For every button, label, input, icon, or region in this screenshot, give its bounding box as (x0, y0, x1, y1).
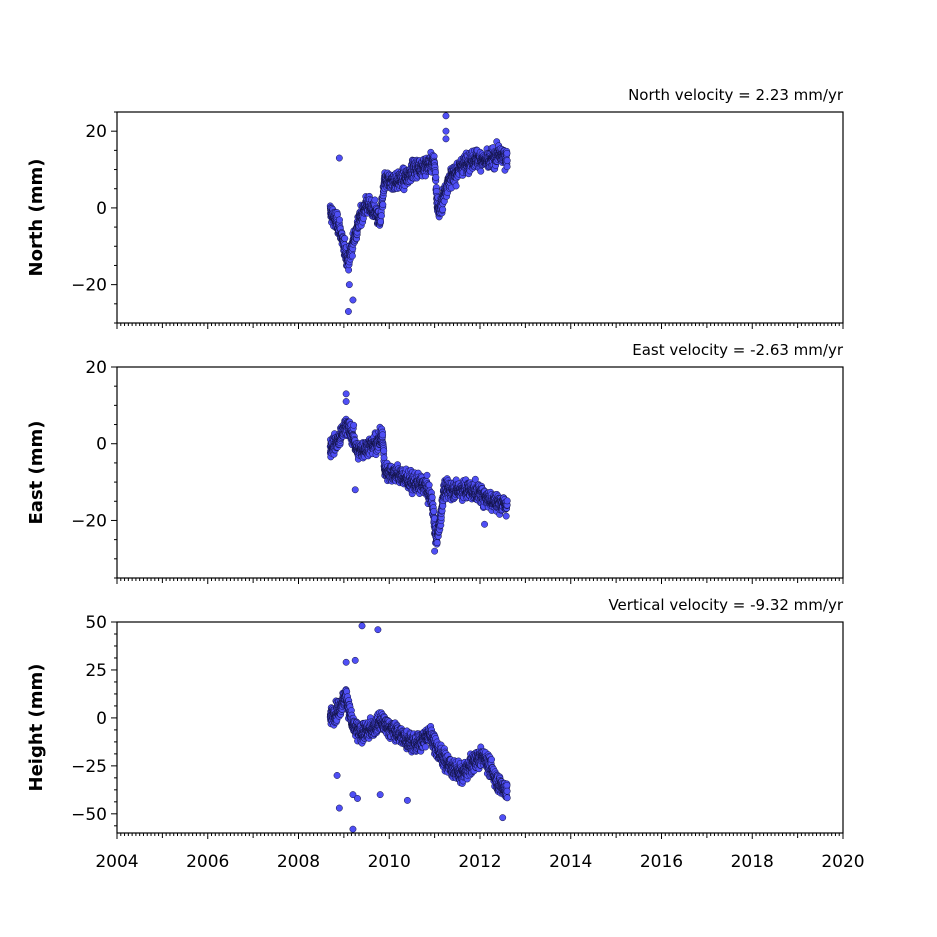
north-y-tick-label: −20 (71, 276, 107, 296)
height-y-tick-label: 0 (96, 709, 107, 729)
height-outlier-point (374, 626, 382, 634)
north-outlier-point (349, 296, 357, 304)
east-axis-label: East (mm) (26, 421, 47, 525)
east-outlier-point (431, 547, 439, 555)
x-tick-label: 2012 (458, 852, 501, 872)
height-data-point (503, 787, 511, 795)
east-data-point (502, 512, 510, 520)
east-y-tick-label: −20 (71, 511, 107, 531)
east-velocity-title: East velocity = -2.63 mm/yr (632, 341, 844, 359)
north-outlier-point (442, 127, 450, 135)
east-data-point (503, 497, 511, 505)
east-panel: East velocity = -2.63 mm/yr East (mm) −20 0… (26, 341, 844, 584)
height-outlier-point (351, 656, 359, 664)
height-points (326, 622, 511, 833)
height-outlier-point (349, 825, 357, 833)
north-outlier-point (442, 112, 450, 120)
x-tick-label: 2016 (640, 852, 683, 872)
north-data-point (378, 212, 385, 220)
north-y-tick-label: 20 (85, 122, 107, 142)
north-plot-frame (116, 111, 844, 324)
north-velocity-title: North velocity = 2.23 mm/yr (628, 86, 844, 104)
north-data-point (336, 216, 343, 224)
height-data-point (503, 794, 511, 802)
east-data-point (423, 471, 431, 479)
x-tick-label: 2018 (731, 852, 774, 872)
height-data-point (503, 781, 511, 789)
east-data-point (379, 431, 387, 439)
north-data-point (341, 235, 349, 242)
north-data-point (371, 196, 379, 204)
north-outlier-point (442, 135, 450, 143)
east-data-point (433, 539, 441, 547)
height-axis-label: Height (mm) (26, 664, 47, 792)
east-outlier-point (481, 520, 488, 528)
east-outlier-point (342, 390, 350, 398)
height-data-point (488, 756, 495, 764)
height-outlier-point (499, 814, 507, 822)
north-panel: North velocity = 2.23 mm/yr North (mm) −20… (26, 86, 844, 329)
east-y-tick-label: 20 (85, 358, 107, 378)
height-outlier-point (358, 622, 366, 630)
north-outlier-point (344, 308, 352, 315)
north-data-point (452, 182, 460, 190)
north-outlier-point (335, 154, 343, 162)
north-data-point (377, 218, 385, 226)
east-data-point (380, 447, 388, 455)
east-y-tick-label: 0 (96, 435, 107, 455)
height-panel: Vertical velocity = -9.32 mm/yr Height (m… (26, 596, 865, 872)
north-data-point (432, 173, 440, 181)
height-outlier-point (342, 658, 350, 666)
east-points (326, 390, 511, 555)
height-y-tick-label: −50 (71, 805, 107, 825)
north-data-point (503, 163, 511, 171)
east-data-point (428, 493, 436, 501)
north-data-point (503, 157, 511, 165)
x-tick-label: 2008 (277, 852, 320, 872)
height-outlier-point (354, 795, 361, 802)
x-tick-label: 2006 (186, 852, 229, 872)
north-data-point (503, 149, 511, 157)
north-data-point (379, 201, 387, 209)
height-outlier-point (376, 791, 384, 799)
north-outlier-point (345, 281, 353, 289)
north-y-tick-label: 0 (96, 199, 107, 219)
height-outlier-point (403, 796, 411, 804)
x-tick-label: 2004 (95, 852, 138, 872)
x-tick-label: 2020 (821, 852, 864, 872)
height-plot-frame (116, 621, 844, 834)
east-data-point (350, 421, 358, 429)
east-plot-frame (116, 366, 844, 579)
east-outlier-point (351, 486, 359, 494)
east-data-point (425, 481, 433, 489)
height-data-point (422, 743, 429, 751)
x-tick-label: 2010 (368, 852, 411, 872)
north-data-point (439, 206, 447, 213)
height-y-tick-label: 50 (85, 613, 107, 633)
height-outlier-point (333, 772, 341, 779)
north-data-point (477, 167, 485, 175)
north-axis-label: North (mm) (26, 159, 47, 277)
x-tick-label: 2014 (549, 852, 592, 872)
north-points (326, 112, 511, 315)
height-y-tick-label: −25 (71, 757, 107, 777)
east-data-point (471, 475, 479, 483)
height-outlier-point (335, 804, 343, 812)
height-y-tick-label: 25 (85, 661, 107, 681)
height-velocity-title: Vertical velocity = -9.32 mm/yr (608, 596, 843, 614)
east-outlier-point (342, 398, 350, 405)
north-data-point (348, 252, 356, 260)
east-data-point (430, 507, 438, 515)
